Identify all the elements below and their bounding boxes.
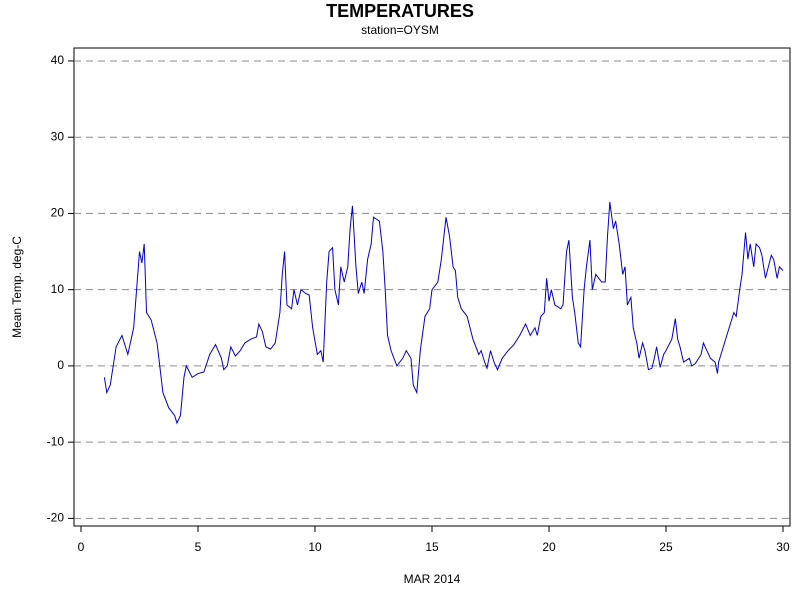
- x-tick-label: 0: [78, 540, 85, 554]
- x-tick-label: 20: [542, 540, 556, 554]
- y-tick-label: -10: [47, 434, 65, 448]
- y-tick-label: 0: [57, 358, 64, 372]
- data-line: [103, 201, 784, 425]
- x-tick-label: 10: [308, 540, 322, 554]
- plot-frame: [73, 47, 791, 527]
- x-tick-label: 30: [776, 540, 790, 554]
- chart-subtitle: station=OYSM: [361, 23, 439, 37]
- y-tick-label: 20: [51, 206, 65, 220]
- y-tick-label: 30: [51, 129, 65, 143]
- y-tick-label: 40: [51, 53, 65, 67]
- y-tick-label: -20: [47, 511, 65, 525]
- x-axis-label: MAR 2014: [404, 572, 461, 586]
- x-tick-label: 25: [659, 540, 673, 554]
- chart-title: TEMPERATURES: [326, 1, 474, 21]
- x-tick-label: 5: [195, 540, 202, 554]
- y-axis-label: Mean Temp. deg-C: [10, 236, 24, 338]
- y-tick-label: 10: [51, 282, 65, 296]
- x-tick-label: 15: [425, 540, 439, 554]
